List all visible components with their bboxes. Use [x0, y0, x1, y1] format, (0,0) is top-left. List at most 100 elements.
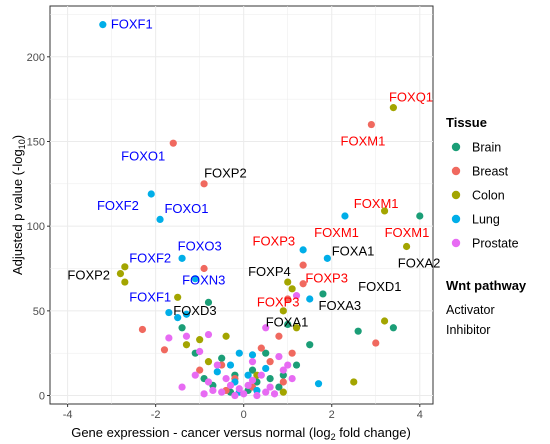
- data-point-lung: [262, 364, 270, 373]
- legend-label-breast: Breast: [472, 165, 509, 179]
- gene-label: FOXP2: [67, 267, 110, 282]
- y-tick-label: 50: [33, 306, 45, 318]
- data-point-prostate: [209, 386, 217, 395]
- data-point-breast: [372, 339, 380, 347]
- legend-label-prostate: Prostate: [472, 237, 519, 251]
- y-tick-label: 0: [39, 391, 45, 403]
- data-point-lung: [244, 371, 252, 379]
- data-point-colon: [288, 285, 296, 293]
- data-point-brain: [319, 290, 327, 298]
- pathway-legend-title: Wnt pathway: [446, 278, 527, 293]
- gene-label: FOXF2: [129, 250, 171, 265]
- data-point-prostate: [270, 390, 279, 398]
- data-point-breast: [284, 295, 292, 303]
- data-point-prostate: [178, 383, 186, 391]
- gene-label: FOXA3: [319, 298, 362, 313]
- data-point-brain: [306, 341, 314, 349]
- gene-label: FOXN3: [182, 272, 225, 287]
- data-point-colon: [284, 278, 292, 286]
- data-point-prostate: [235, 385, 243, 393]
- data-point-breast: [299, 280, 307, 288]
- data-point-prostate: [191, 371, 199, 379]
- data-point-brain: [178, 324, 186, 332]
- data-point-breast: [266, 358, 274, 366]
- data-point-prostate: [200, 390, 208, 398]
- data-point-brain: [204, 298, 213, 306]
- data-point-brain: [248, 366, 257, 374]
- data-point-prostate: [288, 374, 296, 383]
- x-tick-label: 0: [241, 409, 247, 421]
- data-point-lung: [248, 351, 257, 359]
- data-point-breast: [196, 366, 204, 374]
- data-point-breast: [257, 344, 265, 352]
- data-point-prostate: [196, 347, 204, 356]
- plot-panel: [49, 5, 434, 405]
- gene-label: FOXO1: [121, 149, 165, 164]
- data-point-brain: [354, 327, 362, 335]
- gene-label: FOXQ1: [389, 89, 433, 104]
- x-axis-ticks: -4 -2 0 2 4: [63, 404, 423, 421]
- data-point-colon: [174, 293, 182, 301]
- gene-label: FOXA2: [398, 255, 441, 270]
- data-point-breast: [169, 139, 177, 147]
- data-point-prostate: [244, 381, 252, 389]
- data-point-prostate: [204, 330, 213, 339]
- y-tick-label: 100: [27, 221, 45, 233]
- data-points: [99, 21, 424, 400]
- data-point-prostate: [292, 292, 301, 300]
- data-point-prostate: [262, 324, 270, 332]
- data-point-colon: [402, 242, 411, 251]
- y-axis-ticks: 0 50 100 150 200: [27, 52, 50, 403]
- gene-label: FOXM1: [354, 196, 399, 211]
- data-point-lung: [235, 349, 243, 357]
- data-point-brain: [262, 349, 270, 357]
- data-point-colon: [121, 263, 129, 271]
- data-point-lung: [323, 254, 331, 262]
- data-point-lung: [226, 361, 235, 369]
- legend-key-lung: [451, 214, 461, 224]
- x-tick-label: 4: [417, 409, 423, 421]
- gene-label: FOXO1: [164, 201, 208, 216]
- data-point-colon: [279, 388, 287, 396]
- y-tick-label: 150: [27, 136, 45, 148]
- data-point-lung: [314, 380, 323, 388]
- data-point-colon: [116, 269, 125, 278]
- gene-label: FOXM1: [314, 225, 359, 240]
- legend-label-lung: Lung: [472, 213, 500, 227]
- data-point-breast: [279, 378, 287, 386]
- data-point-colon: [182, 341, 191, 349]
- data-point-colon: [380, 317, 389, 325]
- legend-label-colon: Colon: [472, 189, 505, 203]
- data-point-lung: [253, 386, 261, 395]
- data-point-colon: [204, 358, 213, 366]
- data-point-lung: [306, 295, 314, 303]
- legend-key-brain: [451, 142, 461, 152]
- x-tick-label: 2: [329, 409, 335, 421]
- gene-label: FOXP4: [248, 264, 291, 279]
- gene-label: FOXM1: [341, 133, 386, 148]
- data-point-prostate: [213, 361, 221, 369]
- data-point-colon: [222, 332, 230, 340]
- data-point-brain: [389, 324, 397, 332]
- data-point-prostate: [248, 376, 257, 384]
- data-point-prostate: [257, 371, 265, 379]
- pathway-legend: Wnt pathway Activator Inhibitor: [446, 278, 527, 337]
- data-point-lung: [178, 254, 186, 262]
- data-point-breast: [160, 346, 169, 354]
- data-point-prostate: [222, 374, 230, 383]
- data-point-breast: [299, 261, 307, 269]
- gene-label: FOXF2: [97, 198, 139, 213]
- data-point-colon: [279, 307, 287, 315]
- data-point-colon: [389, 104, 397, 112]
- gene-label: FOXP3: [305, 271, 348, 286]
- data-point-prostate: [240, 390, 248, 398]
- data-point-lung: [156, 215, 164, 223]
- data-point-prostate: [262, 388, 270, 396]
- data-point-prostate: [231, 391, 239, 400]
- gene-label: FOXP3: [253, 233, 296, 248]
- gene-label: FOXD1: [358, 279, 401, 294]
- legend-key-breast: [451, 166, 461, 176]
- data-point-prostate: [165, 334, 173, 342]
- data-point-brain: [416, 212, 424, 220]
